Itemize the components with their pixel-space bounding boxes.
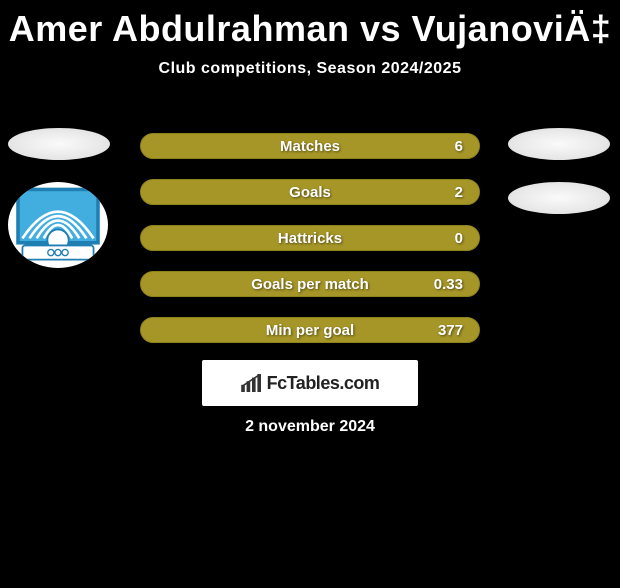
bars-icon [241,374,263,392]
brand-logo-box: FcTables.com [202,360,418,406]
left-avatar-column [8,128,110,268]
stat-value: 0.33 [434,276,463,293]
stat-row: Matches 6 [140,133,480,159]
stat-row: Min per goal 377 [140,317,480,343]
player1-avatar-placeholder [8,128,110,160]
stat-label: Goals [289,184,331,201]
right-avatar-column [508,128,610,236]
stat-row: Hattricks 0 [140,225,480,251]
page-title: Amer Abdulrahman vs VujanoviÄ‡ [0,8,620,50]
stat-value: 0 [455,230,463,247]
stat-label: Goals per match [251,276,369,293]
stats-panel: Matches 6 Goals 2 Hattricks 0 Goals per match 0… [140,133,480,363]
stat-value: 2 [455,184,463,201]
page-subtitle: Club competitions, Season 2024/2025 [0,60,620,78]
date-line: 2 november 2024 [0,418,620,436]
brand-text: FcTables.com [267,373,380,394]
stat-label: Hattricks [278,230,342,247]
player1-club-badge [8,182,108,268]
stat-label: Matches [280,138,340,155]
stat-row: Goals 2 [140,179,480,205]
player2-club-placeholder [508,182,610,214]
club-crest-icon [13,185,103,265]
stat-label: Min per goal [266,322,354,339]
stat-value: 6 [455,138,463,155]
stat-row: Goals per match 0.33 [140,271,480,297]
player2-avatar-placeholder [508,128,610,160]
stat-value: 377 [438,322,463,339]
